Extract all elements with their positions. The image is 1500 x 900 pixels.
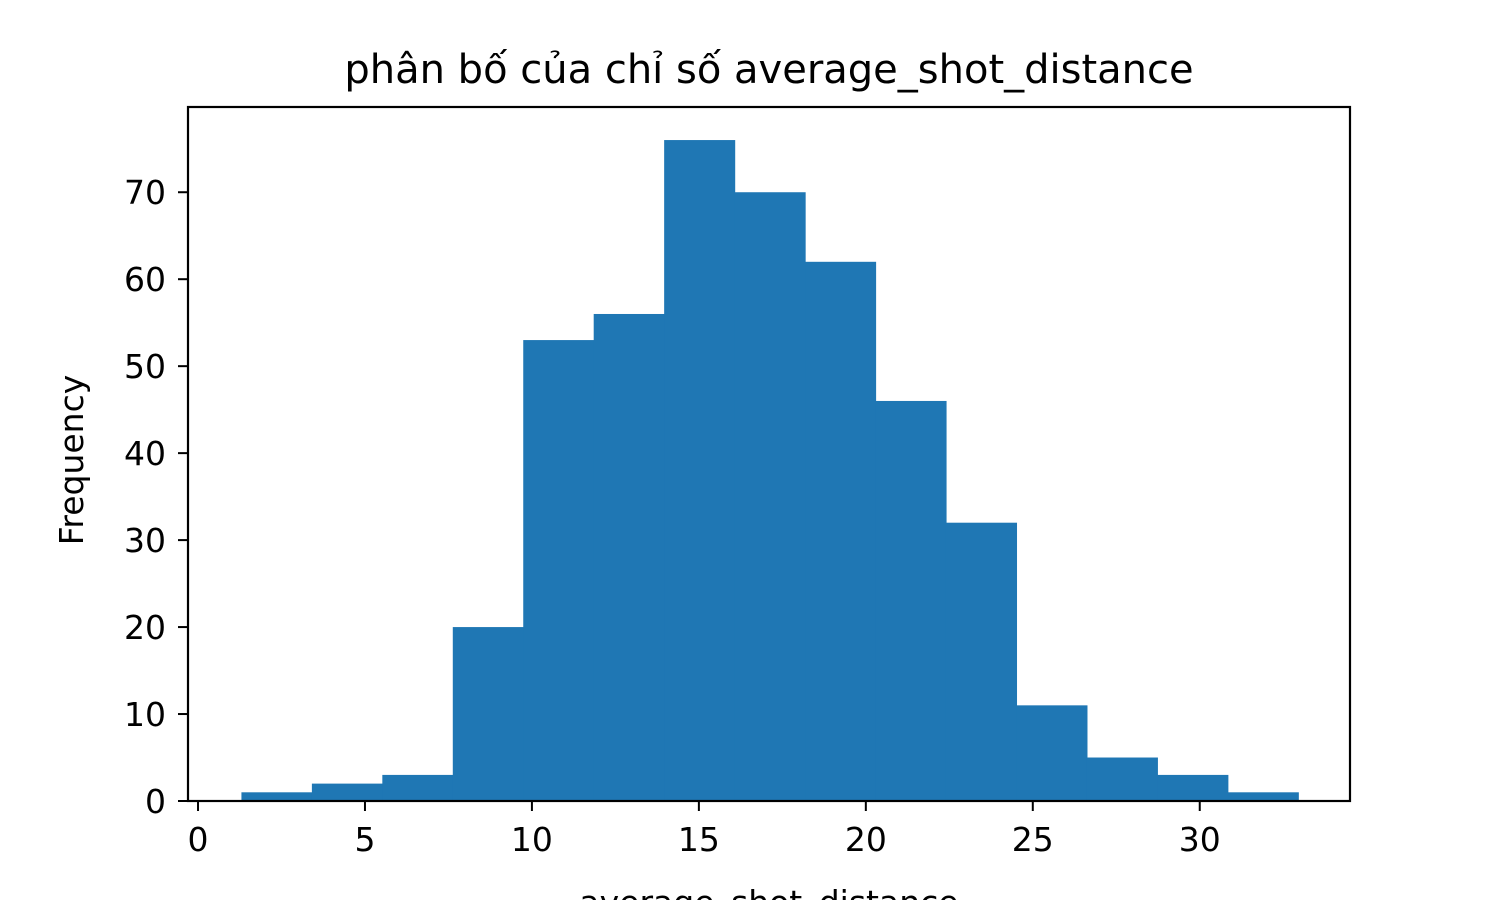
y-axis: 0 10 20 30 40 50 60 70 (124, 173, 188, 821)
y-tick-label: 30 (124, 521, 166, 560)
histogram-bar (593, 313, 665, 801)
y-tick-label: 70 (124, 173, 166, 212)
y-tick-label: 50 (124, 347, 166, 386)
histogram-bar (1086, 757, 1158, 801)
histogram-bar (382, 774, 454, 801)
histogram-bar (523, 340, 595, 801)
histogram-bar (1157, 774, 1229, 801)
histogram-bar (734, 192, 806, 802)
y-tick-label: 20 (124, 608, 166, 647)
x-tick-label: 20 (845, 820, 887, 859)
histogram-bar (311, 783, 383, 801)
histogram-bar (1227, 792, 1299, 801)
y-tick-label: 40 (124, 434, 166, 473)
y-axis-label: Frequency (52, 375, 91, 545)
x-tick-label: 25 (1012, 820, 1054, 859)
histogram-bar (241, 792, 313, 801)
x-tick-label: 30 (1179, 820, 1221, 859)
histogram-bar (452, 627, 524, 801)
histogram-bar (1016, 705, 1088, 801)
histogram-bars (241, 140, 1299, 802)
x-axis: 0 5 10 15 20 25 30 (188, 801, 1221, 859)
y-tick-label: 60 (124, 260, 166, 299)
histogram-bar (875, 400, 947, 801)
x-tick-label: 15 (678, 820, 720, 859)
x-tick-label: 5 (354, 820, 375, 859)
histogram-bar (664, 140, 736, 802)
histogram-bar (945, 522, 1018, 801)
y-tick-label: 10 (124, 695, 166, 734)
x-axis-label: average_shot_distance (579, 883, 958, 900)
histogram-bar (805, 261, 877, 801)
y-tick-label: 0 (145, 782, 166, 821)
x-tick-label: 10 (511, 820, 553, 859)
x-tick-label: 0 (188, 820, 209, 859)
chart-title: phân bố của chỉ số average_shot_distance (344, 47, 1193, 93)
